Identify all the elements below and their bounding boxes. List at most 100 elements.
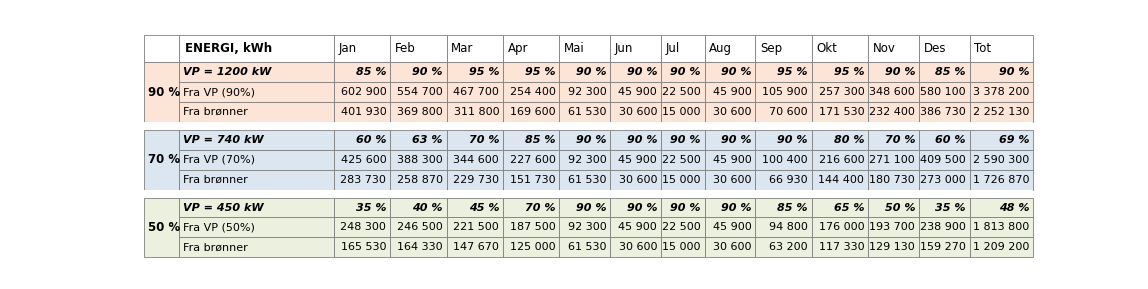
Text: 105 900: 105 900: [762, 87, 808, 97]
Text: 30 600: 30 600: [713, 107, 752, 117]
Text: 246 500: 246 500: [397, 223, 443, 232]
Bar: [755, 198, 812, 218]
Bar: [503, 82, 559, 102]
Bar: [334, 237, 390, 257]
Bar: [447, 102, 503, 122]
Text: 15 000: 15 000: [662, 107, 700, 117]
Bar: [868, 237, 920, 257]
Bar: [920, 218, 970, 237]
Text: 35 %: 35 %: [356, 203, 387, 212]
Bar: [447, 82, 503, 102]
Bar: [179, 62, 334, 82]
Bar: [503, 198, 559, 218]
Bar: [970, 82, 1033, 102]
Bar: [868, 62, 920, 82]
Text: 85 %: 85 %: [936, 67, 965, 77]
Bar: [868, 82, 920, 102]
Bar: [390, 237, 447, 257]
Text: 221 500: 221 500: [453, 223, 499, 232]
Text: 401 930: 401 930: [341, 107, 387, 117]
Bar: [334, 130, 390, 150]
Bar: [705, 198, 755, 218]
Text: 22 500: 22 500: [662, 155, 700, 165]
Text: 70 %: 70 %: [468, 135, 499, 145]
Text: Feb: Feb: [395, 42, 416, 55]
Text: Fra VP (50%): Fra VP (50%): [184, 223, 255, 232]
Text: 100 400: 100 400: [762, 155, 808, 165]
Bar: [559, 150, 611, 170]
Bar: [611, 102, 661, 122]
Text: Okt: Okt: [816, 42, 837, 55]
Bar: [447, 170, 503, 190]
Text: 171 530: 171 530: [819, 107, 864, 117]
Text: Sep: Sep: [760, 42, 782, 55]
Bar: [755, 82, 812, 102]
Bar: [559, 102, 611, 122]
Bar: [970, 102, 1033, 122]
Bar: [559, 130, 611, 150]
Text: 311 800: 311 800: [453, 107, 499, 117]
Bar: [705, 62, 755, 82]
Bar: [661, 170, 705, 190]
Bar: [611, 150, 661, 170]
Bar: [447, 35, 503, 62]
Bar: [503, 130, 559, 150]
Text: 1 209 200: 1 209 200: [974, 242, 1030, 252]
Bar: [661, 102, 705, 122]
Bar: [611, 62, 661, 82]
Text: 90 %: 90 %: [576, 135, 606, 145]
Bar: [812, 130, 868, 150]
Text: 63 200: 63 200: [769, 242, 808, 252]
Text: 90 %: 90 %: [721, 135, 752, 145]
Text: 386 730: 386 730: [921, 107, 965, 117]
Bar: [144, 35, 179, 62]
Text: 35 %: 35 %: [936, 203, 965, 212]
Text: VP = 450 kW: VP = 450 kW: [184, 203, 264, 212]
Text: VP = 1200 kW: VP = 1200 kW: [184, 67, 272, 77]
Text: 187 500: 187 500: [510, 223, 556, 232]
Bar: [334, 82, 390, 102]
Bar: [661, 35, 705, 62]
Bar: [705, 130, 755, 150]
Text: 45 %: 45 %: [468, 203, 499, 212]
Text: 159 270: 159 270: [920, 242, 965, 252]
Bar: [920, 130, 970, 150]
Bar: [868, 198, 920, 218]
Bar: [812, 150, 868, 170]
Bar: [812, 82, 868, 102]
Bar: [559, 170, 611, 190]
Bar: [755, 150, 812, 170]
Text: 467 700: 467 700: [453, 87, 499, 97]
Text: 369 800: 369 800: [397, 107, 443, 117]
Bar: [755, 130, 812, 150]
Bar: [812, 62, 868, 82]
Text: 30 600: 30 600: [713, 175, 752, 185]
Bar: [390, 82, 447, 102]
Bar: [920, 198, 970, 218]
Text: VP = 740 kW: VP = 740 kW: [184, 135, 264, 145]
Bar: [661, 218, 705, 237]
Bar: [755, 237, 812, 257]
Text: Fra VP (70%): Fra VP (70%): [184, 155, 255, 165]
Text: 61 530: 61 530: [568, 242, 606, 252]
Text: 125 000: 125 000: [510, 242, 556, 252]
Text: 50 %: 50 %: [148, 221, 180, 234]
Text: 151 730: 151 730: [510, 175, 556, 185]
Text: 147 670: 147 670: [453, 242, 499, 252]
Text: Nov: Nov: [872, 42, 895, 55]
Bar: [970, 35, 1033, 62]
Bar: [559, 218, 611, 237]
Text: 92 300: 92 300: [567, 155, 606, 165]
Bar: [920, 82, 970, 102]
Bar: [611, 170, 661, 190]
Text: 248 300: 248 300: [341, 223, 387, 232]
Bar: [334, 150, 390, 170]
Bar: [144, 198, 179, 257]
Bar: [755, 218, 812, 237]
Text: 3 378 200: 3 378 200: [974, 87, 1030, 97]
Text: Apr: Apr: [507, 42, 528, 55]
Text: 15 000: 15 000: [662, 242, 700, 252]
Text: 85 %: 85 %: [777, 203, 808, 212]
Text: 90 %: 90 %: [627, 135, 657, 145]
Text: 90 %: 90 %: [777, 135, 808, 145]
